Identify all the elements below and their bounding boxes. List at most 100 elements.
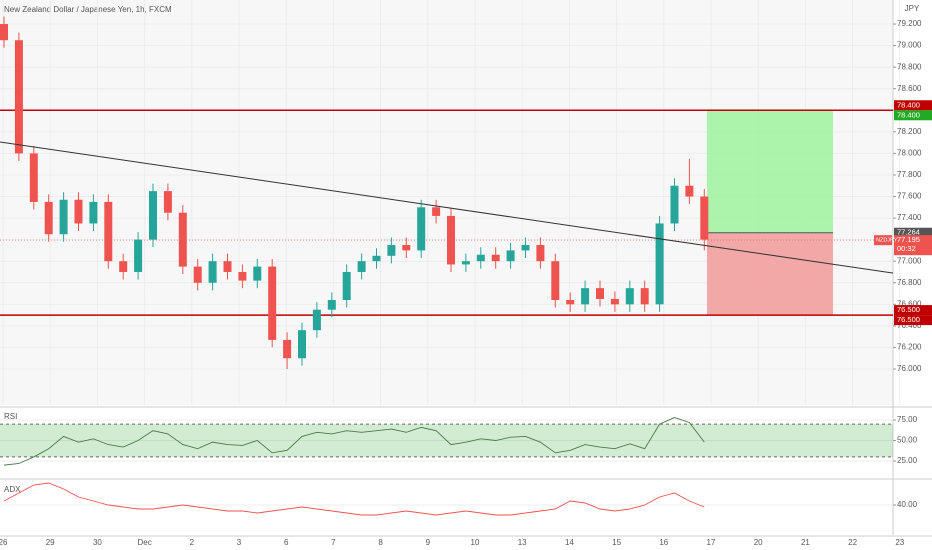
entry-badge <box>894 227 932 238</box>
candle-body <box>551 261 560 301</box>
candle-body <box>104 201 113 262</box>
y-tick-label: 25.00 <box>897 456 918 465</box>
candle-body <box>610 298 619 305</box>
candle-body <box>417 207 426 251</box>
candle-body <box>119 261 128 272</box>
level-badge <box>894 315 932 326</box>
indicator-line <box>3 482 705 516</box>
candle-body <box>253 266 262 281</box>
candle-body <box>193 266 202 283</box>
candle-body <box>312 309 321 331</box>
x-tick-label: 13 <box>518 538 527 547</box>
y-tick-label: 75.00 <box>897 415 918 424</box>
last-badge <box>894 235 932 256</box>
trendline <box>0 141 894 274</box>
x-tick-label: 2 <box>190 538 195 547</box>
candle-body <box>357 261 366 272</box>
x-tick-label: 16 <box>659 538 668 547</box>
y-tick-label: 77.800 <box>897 170 922 179</box>
candle-body <box>566 300 575 305</box>
candle-body <box>29 153 38 202</box>
level-label: 76.500 <box>897 315 920 324</box>
x-tick-label: 29 <box>46 538 55 547</box>
candle-body <box>14 40 23 154</box>
rsi-title: RSI <box>4 412 17 421</box>
stop-badge <box>894 305 932 316</box>
y-tick-label: 76.000 <box>897 364 922 373</box>
y-tick-label: 79.200 <box>897 19 922 28</box>
candle-body <box>596 288 604 299</box>
adx-title: ADX <box>4 485 21 494</box>
y-tick-label: 76.800 <box>897 278 922 287</box>
symbol-badge <box>874 235 892 246</box>
x-tick-label: 7 <box>331 538 336 547</box>
candle-body <box>536 245 545 262</box>
candle-body <box>461 261 470 265</box>
candle-body <box>655 223 664 305</box>
stop-zone <box>707 232 833 316</box>
y-tick-label: 79.000 <box>897 41 922 50</box>
candle-body <box>506 250 515 262</box>
candle-body <box>0 24 8 41</box>
x-tick-label: 30 <box>93 538 102 547</box>
x-tick-label: 17 <box>707 538 716 547</box>
candle-body <box>89 201 98 224</box>
stop-label: 76.500 <box>897 305 920 314</box>
candle-body <box>476 254 485 262</box>
y-tick-label: 76.400 <box>897 321 922 330</box>
candle-body <box>163 191 172 213</box>
y-tick-label: 77.600 <box>897 192 922 201</box>
candle-body <box>59 199 68 235</box>
candle-body <box>238 271 247 281</box>
x-tick-label: 6 <box>284 538 289 547</box>
target-label: 78.400 <box>897 110 920 119</box>
candle-body <box>700 196 709 240</box>
candle-body <box>149 191 157 240</box>
y-tick-label: 78.000 <box>897 149 922 158</box>
chart-title: New Zealand Dollar / Japanese Yen, 1h, F… <box>4 5 172 14</box>
target-badge <box>894 110 932 121</box>
y-tick-label: 78.600 <box>897 84 922 93</box>
candle-body <box>387 245 396 256</box>
candle-body <box>298 330 306 359</box>
candle-body <box>178 212 187 267</box>
y-tick-label: 77.000 <box>897 256 922 265</box>
x-tick-label: 15 <box>612 538 621 547</box>
level-badge <box>894 100 932 111</box>
symbol-label: NZDJPY <box>876 238 898 244</box>
candle-body <box>581 288 590 305</box>
candle-body <box>670 185 679 224</box>
candle-body <box>447 215 455 265</box>
y-tick-label: 40.00 <box>897 500 918 509</box>
candle-body <box>208 261 217 283</box>
x-tick-label: 10 <box>471 538 480 547</box>
candle-body <box>521 245 530 251</box>
candle-body <box>134 239 143 272</box>
x-tick-label: 3 <box>237 538 242 547</box>
candle-body <box>74 199 83 224</box>
last-price-label: 77.195 <box>897 235 920 244</box>
y-tick-label: 77.400 <box>897 213 922 222</box>
x-tick-label: 21 <box>801 538 810 547</box>
candle-body <box>491 254 500 262</box>
target-zone <box>707 110 833 233</box>
candle-body <box>342 271 351 301</box>
candle-body <box>223 261 232 272</box>
y-tick-label: 50.00 <box>897 436 918 445</box>
level-label: 78.400 <box>897 100 920 109</box>
y-tick-label: 76.200 <box>897 343 922 352</box>
candle-body <box>268 266 277 340</box>
currency: JPY <box>905 4 920 13</box>
x-tick-label: Dec <box>137 538 151 547</box>
candle-body <box>685 185 694 197</box>
candle-body <box>640 288 649 305</box>
x-tick-label: 20 <box>754 538 763 547</box>
x-tick-label: 26 <box>0 538 8 547</box>
indicator-line <box>3 417 705 466</box>
x-tick-label: 23 <box>895 538 904 547</box>
candle-body <box>44 201 53 235</box>
candle-body <box>372 255 381 262</box>
x-tick-label: 14 <box>565 538 574 547</box>
x-tick-label: 8 <box>378 538 383 547</box>
